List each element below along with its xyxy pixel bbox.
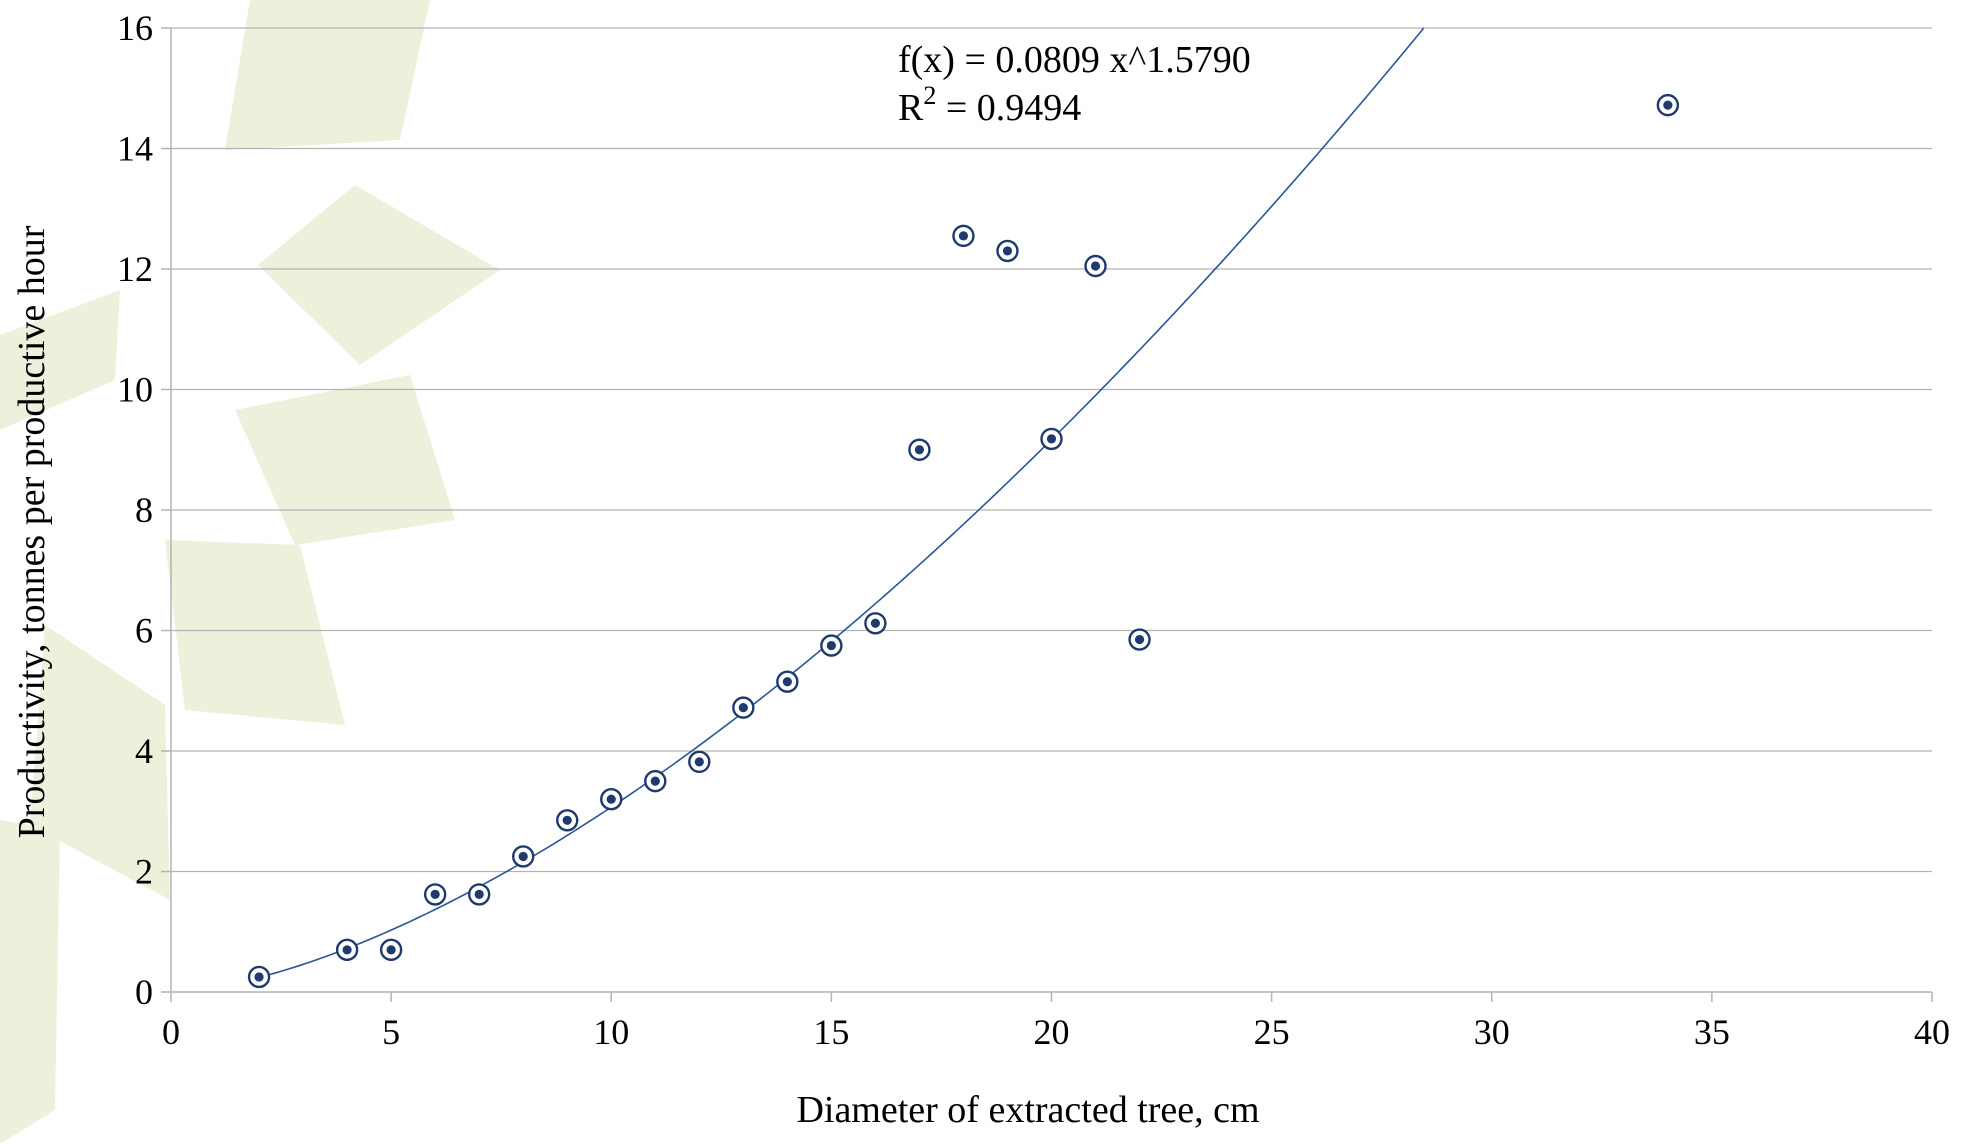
x-tick-label-15: 15	[813, 1012, 849, 1052]
data-point-dot	[254, 972, 264, 982]
y-tick-label-8: 8	[135, 490, 153, 530]
y-tick-label-0: 0	[135, 972, 153, 1012]
data-point-dot	[342, 945, 352, 955]
data-point	[423, 883, 447, 906]
data-point	[996, 239, 1019, 263]
y-tick-label-12: 12	[117, 249, 153, 289]
x-tick-label-0: 0	[162, 1012, 180, 1052]
data-point	[1084, 254, 1107, 278]
data-point	[776, 670, 799, 693]
y-tick-label-14: 14	[117, 129, 153, 169]
data-point-dot	[518, 851, 528, 862]
data-point	[732, 696, 755, 719]
data-point-dot	[1046, 434, 1057, 444]
r-squared-text: R2 = 0.9494	[898, 81, 1081, 129]
axes	[161, 27, 1933, 1002]
data-point	[952, 224, 975, 248]
data-point-dot	[738, 703, 748, 713]
y-tick-label-6: 6	[135, 611, 153, 651]
data-point	[600, 788, 623, 811]
r-squared-superscript: 2	[923, 81, 936, 110]
x-tick-label-35: 35	[1694, 1012, 1730, 1052]
data-point-dot	[958, 231, 969, 241]
x-tick-label-20: 20	[1034, 1012, 1070, 1052]
y-tick-label-2: 2	[135, 852, 153, 892]
trendline-equation: f(x) = 0.0809 x^1.5790 R2 = 0.9494	[898, 39, 1251, 129]
data-point	[644, 769, 667, 793]
y-tick-labels: 0 2 4 6 8 10 12 14 16	[117, 8, 153, 1012]
data-point-dot	[386, 945, 396, 955]
data-point	[556, 809, 579, 832]
x-axis-title: Diameter of extracted tree, cm	[796, 1089, 1259, 1131]
data-point	[247, 965, 271, 989]
data-point	[820, 634, 843, 657]
data-point-dot	[694, 757, 704, 767]
data-point-dot	[430, 889, 440, 899]
data-point-dot	[1002, 246, 1013, 256]
x-tick-label-5: 5	[382, 1012, 400, 1052]
data-point	[1656, 93, 1680, 117]
x-tick-label-30: 30	[1474, 1012, 1510, 1052]
y-axis-title: Productivity, tonnes per productive hour	[11, 225, 53, 838]
data-point-dot	[562, 815, 572, 825]
r-squared-symbol: R	[898, 87, 924, 129]
x-tick-label-25: 25	[1254, 1012, 1290, 1052]
r-squared-value: = 0.9494	[936, 87, 1081, 129]
data-point	[379, 938, 403, 962]
data-point-dot	[606, 794, 616, 804]
data-point	[1040, 427, 1063, 451]
data-point	[1128, 628, 1151, 651]
equation-text: f(x) = 0.0809 x^1.5790	[898, 39, 1251, 81]
data-point-dot	[782, 677, 792, 687]
x-tick-label-40: 40	[1914, 1012, 1950, 1052]
data-point	[335, 938, 359, 962]
y-tick-label-4: 4	[135, 731, 153, 771]
data-point-dot	[1090, 261, 1101, 271]
data-point-dot	[826, 640, 836, 651]
x-tick-label-10: 10	[593, 1012, 629, 1052]
data-points	[247, 93, 1680, 989]
data-point	[688, 750, 711, 774]
gridlines	[171, 27, 1932, 873]
y-tick-label-16: 16	[117, 8, 153, 48]
x-tick-labels: 0 5 10 15 20 25 30 35 40	[162, 1012, 1950, 1052]
data-point	[864, 612, 887, 635]
data-point	[512, 845, 535, 868]
data-point-dot	[650, 776, 660, 786]
data-point	[467, 883, 491, 906]
power-trendline	[258, 27, 1425, 979]
data-point	[908, 438, 931, 461]
data-point-dot	[870, 618, 881, 628]
data-point-dot	[474, 889, 484, 899]
background-watermark	[0, 0, 500, 1144]
data-point-dot	[1134, 634, 1145, 645]
data-point-dot	[1663, 100, 1673, 110]
data-point-dot	[914, 445, 925, 455]
y-tick-label-10: 10	[117, 370, 153, 410]
